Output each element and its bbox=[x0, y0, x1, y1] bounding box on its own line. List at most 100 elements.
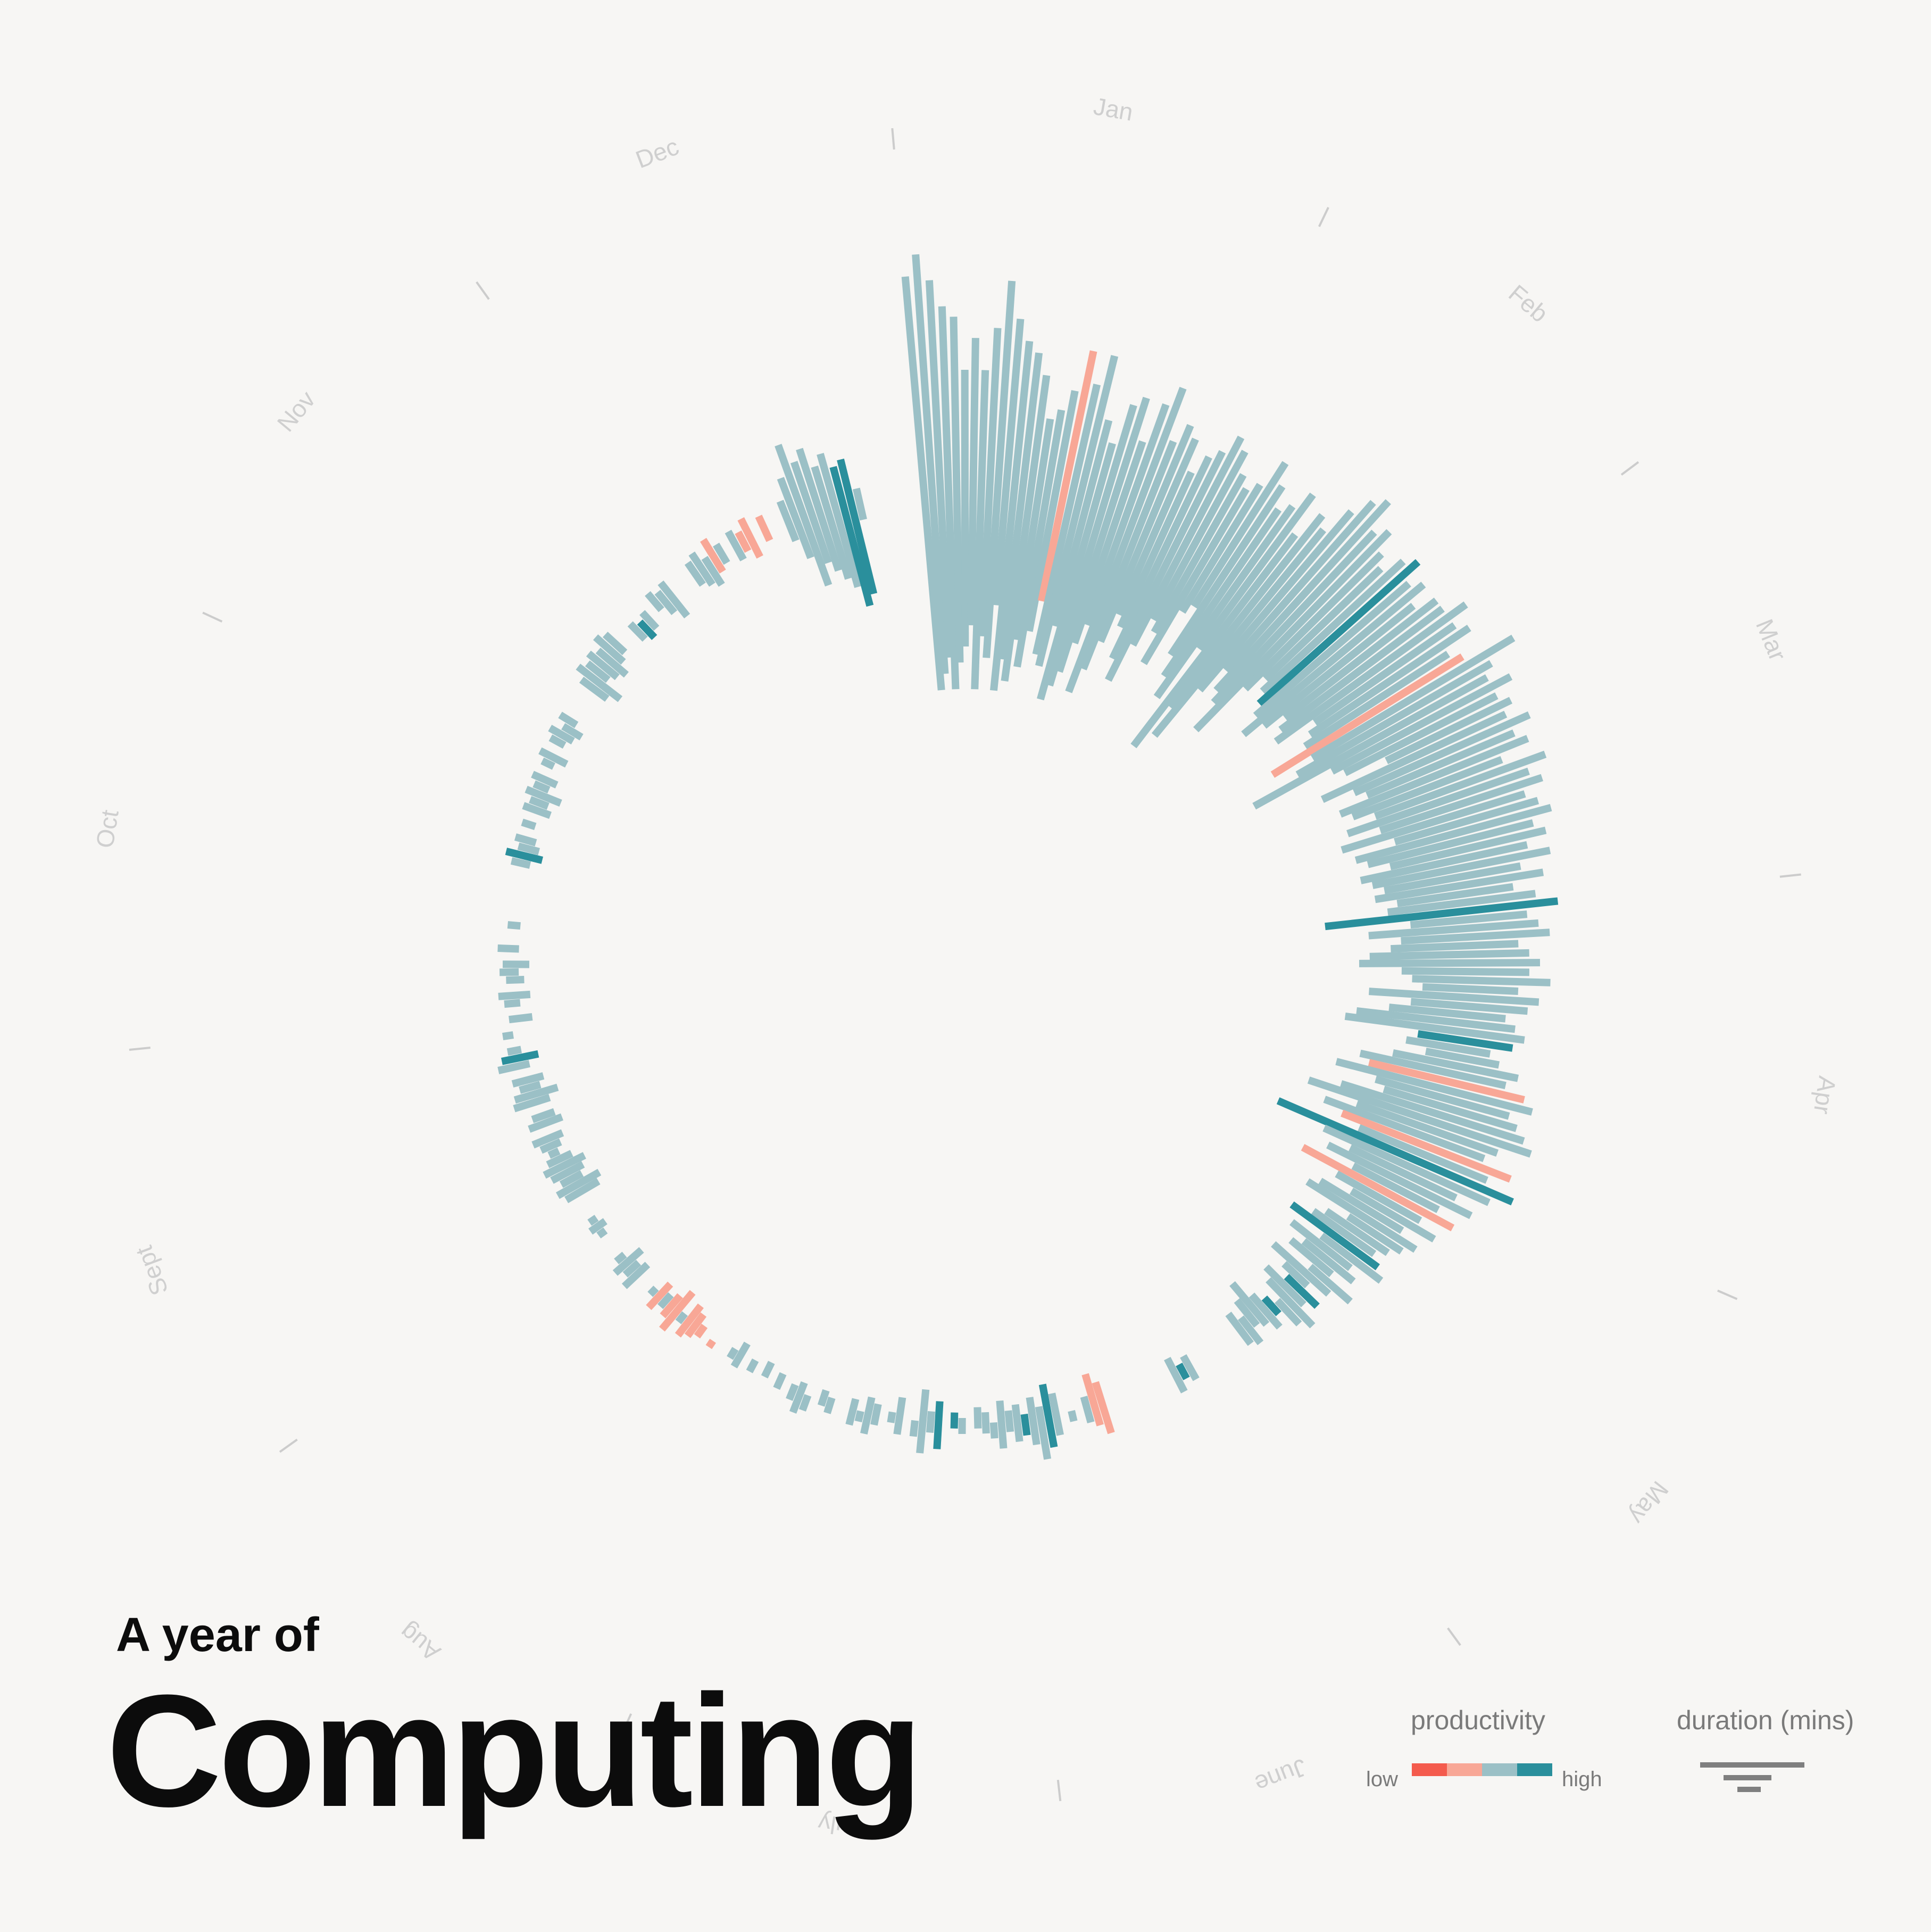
day-bar bbox=[1261, 603, 1416, 729]
day-bar bbox=[1383, 1085, 1518, 1132]
day-bar bbox=[1129, 435, 1245, 647]
day-bar bbox=[595, 648, 629, 678]
month-label-apr: Apr bbox=[1809, 1074, 1842, 1116]
day-bar bbox=[522, 802, 552, 819]
month-labels: Jan Feb Mar Apr May June July Aug Sept Oct Nov Dec bbox=[90, 92, 1841, 1843]
day-bar bbox=[559, 1170, 584, 1188]
day-bar bbox=[1368, 919, 1539, 940]
day-bar bbox=[647, 1286, 659, 1297]
month-tick bbox=[1056, 1779, 1062, 1802]
day-bar bbox=[776, 500, 800, 542]
day-bar bbox=[1375, 1075, 1510, 1120]
day-bar bbox=[660, 1293, 683, 1319]
day-bar bbox=[1243, 551, 1384, 692]
day-bar bbox=[705, 1339, 717, 1349]
day-bar bbox=[504, 999, 521, 1008]
day-bar bbox=[1351, 1162, 1440, 1213]
month-tick bbox=[1447, 1627, 1461, 1646]
day-bar bbox=[1035, 355, 1119, 667]
day-bar bbox=[912, 254, 949, 674]
day-bar bbox=[1405, 1036, 1491, 1058]
day-bar bbox=[1412, 975, 1551, 986]
day-bar bbox=[1150, 450, 1249, 622]
day-bar bbox=[1105, 450, 1226, 682]
day-bar bbox=[1213, 499, 1391, 693]
day-bar bbox=[1048, 1392, 1064, 1436]
day-bar bbox=[1256, 559, 1421, 707]
day-bar bbox=[1038, 1383, 1058, 1448]
day-bar bbox=[700, 537, 726, 574]
day-bar bbox=[550, 1160, 585, 1184]
day-bar bbox=[497, 944, 519, 953]
day-bar bbox=[645, 591, 664, 612]
day-bar bbox=[1109, 455, 1212, 660]
day-bar bbox=[1410, 910, 1528, 929]
month-tick bbox=[891, 128, 895, 150]
day-bar bbox=[1117, 470, 1195, 629]
productivity-legend-title: productivity bbox=[1411, 1705, 1545, 1735]
day-bar bbox=[540, 757, 555, 770]
day-bar bbox=[596, 1227, 608, 1239]
day-bar bbox=[637, 619, 657, 640]
day-bar bbox=[990, 341, 1034, 691]
day-bar bbox=[627, 621, 648, 642]
day-bar bbox=[1374, 750, 1547, 820]
day-bar bbox=[517, 842, 540, 856]
day-bar bbox=[657, 1292, 674, 1309]
day-bar bbox=[1318, 1178, 1404, 1234]
day-bar bbox=[1330, 673, 1513, 775]
day-bar bbox=[1262, 566, 1384, 682]
day-bar bbox=[1079, 440, 1177, 670]
month-tick bbox=[202, 611, 223, 623]
day-bar bbox=[1366, 729, 1516, 799]
day-bar bbox=[548, 725, 575, 745]
day-bar bbox=[811, 465, 852, 580]
day-bar bbox=[588, 1218, 607, 1235]
day-bar bbox=[1341, 790, 1526, 854]
month-label-may: May bbox=[1624, 1476, 1675, 1529]
duration-line-short bbox=[1737, 1787, 1761, 1792]
day-bar bbox=[933, 1401, 944, 1449]
day-bar bbox=[938, 306, 960, 690]
day-bar bbox=[1026, 1397, 1041, 1446]
day-bar bbox=[1374, 868, 1544, 903]
month-label-dec: Dec bbox=[632, 132, 682, 174]
day-bar bbox=[1249, 1292, 1283, 1330]
day-bar bbox=[528, 1113, 563, 1133]
day-bar bbox=[1391, 940, 1519, 953]
month-label-oct: Oct bbox=[90, 808, 124, 850]
day-bar bbox=[1367, 819, 1534, 868]
day-bar bbox=[887, 1411, 896, 1423]
day-bar bbox=[1387, 890, 1536, 916]
day-bar bbox=[576, 664, 623, 702]
day-bar bbox=[505, 848, 543, 864]
day-bar bbox=[926, 1411, 935, 1433]
day-bar bbox=[1295, 660, 1493, 778]
day-bar bbox=[1225, 1312, 1254, 1346]
day-bar bbox=[1153, 504, 1296, 699]
day-bar bbox=[1422, 983, 1519, 995]
day-bar bbox=[564, 1178, 601, 1204]
day-bar bbox=[1140, 487, 1250, 665]
day-bar bbox=[1417, 1030, 1513, 1052]
day-bar bbox=[1197, 509, 1354, 693]
day-bar bbox=[1281, 1261, 1310, 1289]
day-bar bbox=[657, 580, 690, 619]
day-bar bbox=[1289, 1201, 1380, 1271]
day-bar bbox=[1065, 387, 1187, 693]
day-bar bbox=[1359, 1049, 1506, 1090]
day-bar bbox=[519, 1081, 542, 1094]
day-bar bbox=[925, 280, 953, 658]
day-bar bbox=[1238, 1315, 1264, 1346]
day-bar bbox=[901, 276, 945, 691]
day-bar bbox=[659, 1290, 696, 1332]
day-bar bbox=[761, 1361, 775, 1379]
day-bar bbox=[786, 1383, 799, 1401]
day-bar bbox=[684, 1312, 707, 1338]
day-bar bbox=[1260, 558, 1406, 694]
day-bar bbox=[510, 857, 531, 869]
day-bar bbox=[909, 1420, 919, 1437]
day-bar bbox=[602, 632, 628, 656]
day-bar bbox=[1308, 1264, 1353, 1305]
